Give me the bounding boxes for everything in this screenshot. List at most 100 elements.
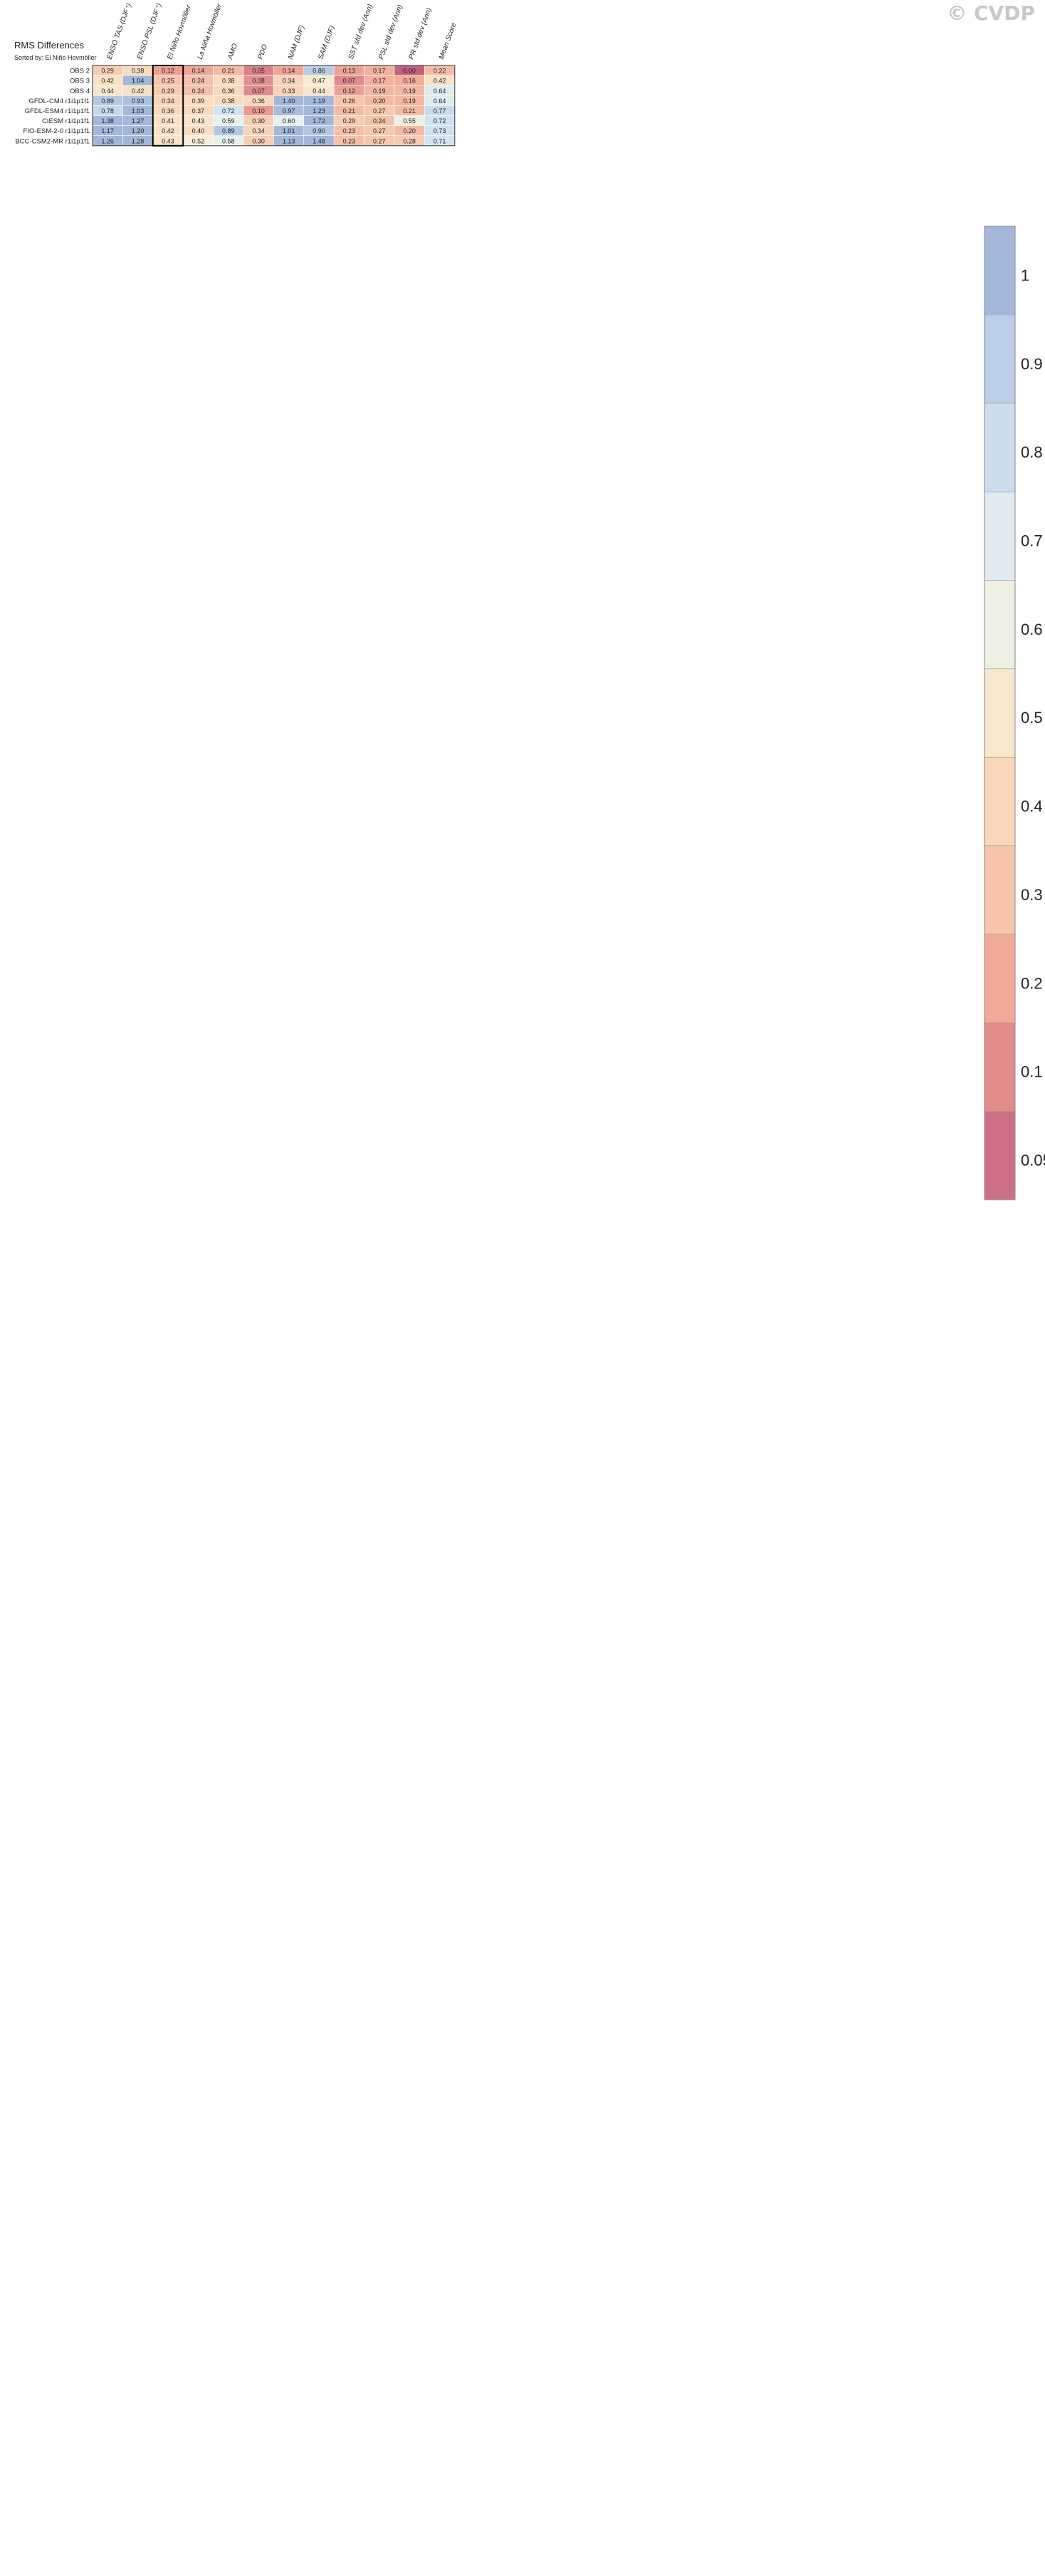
row-label: GFDL-ESM4 r1i1p1f1	[25, 107, 90, 115]
cell-value: 0.21	[403, 107, 416, 115]
cell-value: 0.29	[343, 117, 356, 125]
cell-value: 0.90	[313, 127, 325, 134]
cell-value: 0.14	[283, 68, 295, 75]
cell-value: 0.29	[101, 68, 114, 75]
colorbar-tick-label: 0.7	[1021, 532, 1043, 549]
cell-value: 0.05	[252, 68, 265, 75]
cell-value: 0.19	[403, 97, 416, 105]
cell-value: 0.36	[162, 107, 174, 115]
row-label: OBS 4	[70, 88, 90, 95]
cell-value: 0.23	[343, 127, 356, 134]
cell-value: 0.72	[222, 107, 235, 115]
cell-value: 0.24	[373, 117, 386, 125]
cell-value: 0.19	[403, 88, 416, 95]
colorbar-segment	[984, 757, 1015, 847]
cell-value: 0.23	[343, 137, 356, 144]
colorbar-tick-label: 0.05	[1021, 1151, 1045, 1169]
cell-value: 0.86	[313, 68, 325, 75]
colorbar-tick-label: 0.9	[1021, 355, 1043, 373]
row-label: CIESM r1i1p1f1	[42, 117, 90, 125]
cell-value: 0.07	[252, 88, 265, 95]
cell-value: 0.89	[101, 97, 114, 105]
cell-value: 0.10	[252, 107, 265, 115]
cell-value: 0.30	[252, 137, 265, 144]
cell-value: 0.17	[373, 68, 386, 75]
cell-value: 0.21	[343, 107, 356, 115]
colorbar-tick-label: 0.4	[1021, 798, 1043, 815]
cell-value: 0.44	[101, 88, 114, 95]
cell-value: 0.24	[192, 78, 205, 85]
cell-value: 0.34	[283, 78, 295, 85]
cell-value: 0.64	[434, 88, 446, 95]
colorbar-tick-label: 0.1	[1021, 1063, 1043, 1081]
cell-value: 0.55	[403, 117, 416, 125]
colorbar-segment	[984, 1111, 1015, 1200]
cell-value: 1.13	[283, 137, 295, 144]
cell-value: 0.27	[373, 137, 386, 144]
cell-value: 0.64	[434, 97, 446, 105]
cell-value: 0.71	[434, 137, 446, 144]
cell-value: 0.33	[283, 88, 295, 95]
cell-value: 1.04	[132, 78, 145, 85]
cell-value: 0.34	[162, 97, 174, 105]
cell-value: 0.39	[192, 97, 205, 105]
cell-value: 0.44	[313, 88, 325, 95]
cell-value: 0.12	[343, 88, 356, 95]
colorbar-tick-label: 0.2	[1021, 974, 1043, 992]
cell-value: 1.38	[101, 117, 114, 125]
cell-value: 0.93	[132, 97, 145, 105]
cell-value: 1.28	[132, 137, 145, 144]
cell-value: 0.25	[162, 78, 174, 85]
cell-value: 0.20	[373, 97, 386, 105]
chart-subtitle: Sorted by: El Niño Hovmöller	[14, 54, 97, 61]
row-label: OBS 3	[70, 78, 90, 85]
cell-value: 0.40	[192, 127, 205, 134]
colorbar-segment	[984, 668, 1015, 758]
grid-border	[92, 65, 456, 147]
cell-value: 0.47	[313, 78, 325, 85]
cell-value: 1.72	[313, 117, 325, 125]
cell-value: 0.12	[162, 68, 174, 75]
cell-value: 0.78	[101, 107, 114, 115]
colorbar-segment	[984, 1023, 1015, 1112]
colorbar-segment	[984, 315, 1015, 404]
cell-value: 0.00	[403, 68, 416, 75]
cell-value: 0.42	[132, 88, 145, 95]
cell-value: 0.17	[373, 78, 386, 85]
colorbar-tick-label: 0.5	[1021, 709, 1043, 727]
rms-heatmap: ENSO TAS (DJF⁺) ENSO PSL (DJF⁺) El Niño Ho…	[15, 2, 458, 147]
cell-value: 0.19	[373, 88, 386, 95]
cell-value: 0.08	[252, 78, 265, 85]
cell-value: 0.36	[252, 97, 265, 105]
cell-value: 0.26	[343, 97, 356, 105]
cell-value: 0.28	[403, 137, 416, 144]
cell-value: 1.40	[283, 97, 295, 105]
cell-value: 0.89	[222, 127, 235, 134]
row-label: FIO-ESM-2-0 r1i1p1f1	[23, 127, 90, 135]
colorbar-tick-label: 1	[1021, 266, 1029, 284]
cell-value: 0.27	[373, 127, 386, 134]
cell-value: 0.24	[192, 88, 205, 95]
cell-value: 0.73	[434, 127, 446, 134]
colorbar-segment	[984, 403, 1015, 492]
cell-value: 0.22	[434, 68, 446, 75]
cell-value: 0.59	[222, 117, 235, 125]
cell-value: 1.17	[101, 127, 114, 134]
cell-value: 0.37	[192, 107, 205, 115]
cell-value: 0.43	[162, 137, 174, 144]
cell-value: 0.29	[162, 88, 174, 95]
colorbar-segment	[984, 226, 1015, 315]
colorbar-tick-label: 0.3	[1021, 886, 1043, 904]
cell-value: 0.77	[434, 107, 446, 115]
cell-value: 1.27	[132, 117, 145, 125]
cell-value: 0.38	[132, 68, 145, 75]
cell-value: 0.36	[222, 88, 235, 95]
cell-value: 0.21	[222, 68, 235, 75]
colorbar-segment	[984, 492, 1015, 581]
cell-value: 0.43	[192, 117, 205, 125]
cell-value: 0.16	[403, 78, 416, 85]
cell-value: 0.07	[343, 78, 356, 85]
cell-value: 0.20	[403, 127, 416, 134]
row-label: GFDL-CM4 r1i1p1f1	[28, 97, 90, 105]
